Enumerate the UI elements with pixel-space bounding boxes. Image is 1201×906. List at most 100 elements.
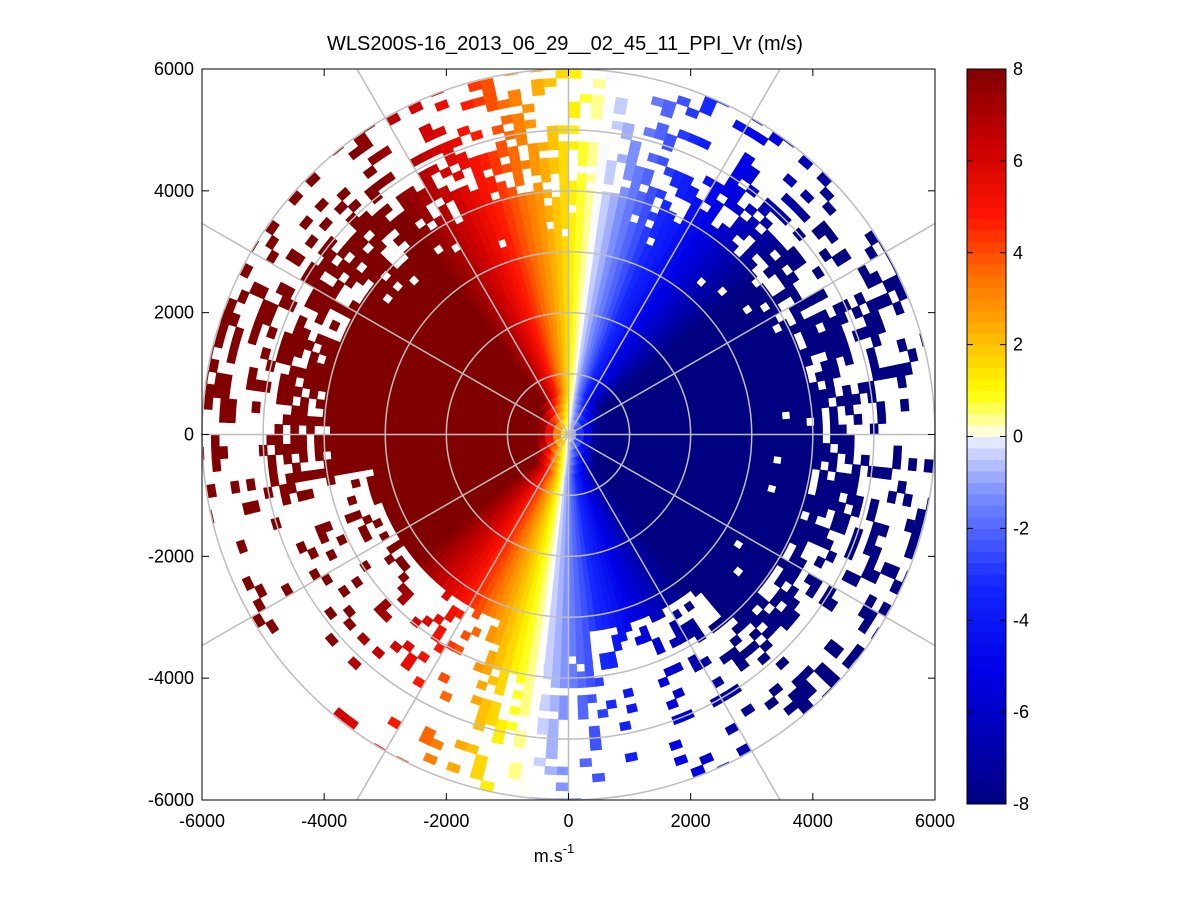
velocity-cell: [370, 435, 378, 442]
velocity-cell: [291, 444, 300, 454]
velocity-cell: [279, 484, 289, 495]
velocity-cell: [557, 593, 563, 601]
velocity-cell: [579, 142, 590, 150]
velocity-cell: [578, 568, 584, 576]
velocity-cell: [537, 726, 548, 735]
velocity-cell: [283, 415, 291, 425]
velocity-cell: [573, 553, 578, 561]
velocity-cell: [578, 711, 588, 719]
velocity-cell: [554, 632, 562, 640]
velocity-cell: [540, 694, 550, 703]
velocity-cell: [588, 150, 599, 159]
velocity-cell: [276, 394, 285, 405]
velocity-cell: [775, 427, 783, 435]
velocity-cell: [814, 443, 822, 452]
velocity-cell: [512, 690, 523, 700]
velocity-cell: [395, 452, 404, 459]
velocity-cell: [590, 222, 598, 231]
velocity-cell: [569, 181, 578, 189]
velocity-cell: [418, 435, 426, 440]
velocity-cell: [283, 444, 291, 454]
velocity-cell: [617, 154, 628, 164]
velocity-cell: [371, 454, 380, 462]
velocity-cell: [830, 425, 838, 434]
velocity-cell: [578, 158, 588, 166]
velocity-cell: [845, 405, 854, 416]
velocity-cell: [735, 440, 743, 446]
velocity-cell: [555, 624, 562, 632]
velocity-cell: [574, 600, 580, 608]
velocity-cell: [775, 442, 783, 450]
velocity-cell: [284, 395, 293, 406]
velocity-cell: [719, 424, 727, 430]
velocity-cell: [347, 404, 356, 413]
velocity-cell: [569, 585, 575, 593]
velocity-cell: [228, 399, 237, 411]
velocity-cell: [576, 648, 584, 656]
velocity-cell: [309, 389, 318, 399]
velocity-cell: [846, 444, 854, 454]
velocity-cell: [569, 640, 577, 648]
velocity-cell: [726, 417, 735, 423]
velocity-cell: [854, 414, 862, 425]
velocity-cell: [457, 438, 465, 442]
velocity-cell: [719, 440, 727, 446]
velocity-cell: [897, 375, 907, 388]
velocity-cell: [252, 401, 261, 413]
velocity-cell: [355, 456, 364, 464]
velocity-cell: [346, 435, 354, 443]
velocity-cell: [585, 663, 594, 672]
velocity-cell: [719, 429, 727, 435]
velocity-cell: [518, 787, 531, 796]
velocity-cell: [742, 409, 751, 416]
velocity-cell: [340, 458, 349, 467]
velocity-cell: [267, 435, 275, 446]
velocity-cell: [219, 446, 228, 458]
velocity-cell: [394, 440, 402, 446]
velocity-cell: [291, 435, 299, 445]
velocity-cell: [559, 704, 569, 712]
velocity-cell: [561, 632, 568, 640]
velocity-cell: [798, 451, 807, 460]
velocity-cell: [330, 418, 338, 427]
velocity-cell: [549, 608, 556, 616]
velocity-cell: [580, 600, 587, 608]
velocity-cell: [589, 726, 600, 735]
velocity-cell: [766, 448, 775, 456]
velocity-cell: [759, 421, 767, 428]
velocity-cell: [347, 449, 356, 457]
velocity-cell: [355, 405, 364, 413]
velocity-cell: [829, 453, 838, 463]
velocity-cell: [371, 414, 380, 421]
velocity-cell: [727, 429, 735, 435]
velocity-cell: [562, 601, 568, 609]
velocity-cell: [557, 585, 563, 593]
velocity-cell: [394, 422, 402, 428]
velocity-cell: [797, 401, 806, 410]
velocity-cell: [546, 751, 558, 760]
velocity-cell: [623, 688, 634, 698]
velocity-cell: [338, 442, 346, 450]
velocity-cell: [569, 260, 575, 268]
velocity-cell: [534, 757, 546, 766]
velocity-cell: [211, 447, 220, 460]
velocity-cell: [838, 444, 847, 454]
velocity-cell: [574, 593, 580, 601]
velocity-cell: [569, 632, 576, 640]
velocity-cell: [299, 435, 307, 444]
velocity-cell: [576, 205, 584, 213]
velocity-cell: [592, 773, 605, 782]
velocity-cell: [246, 479, 256, 491]
velocity-cell: [742, 416, 751, 423]
velocity-cell: [734, 410, 743, 417]
velocity-cell: [850, 474, 860, 485]
velocity-cell: [584, 655, 593, 664]
velocity-cell: [582, 631, 590, 640]
velocity-cell: [743, 428, 751, 434]
velocity-cell: [410, 424, 418, 430]
velocity-cell: [560, 664, 568, 672]
velocity-cell: [774, 449, 783, 457]
velocity-cell: [558, 577, 564, 585]
velocity-cell: [598, 709, 609, 718]
velocity-cell: [727, 440, 735, 446]
